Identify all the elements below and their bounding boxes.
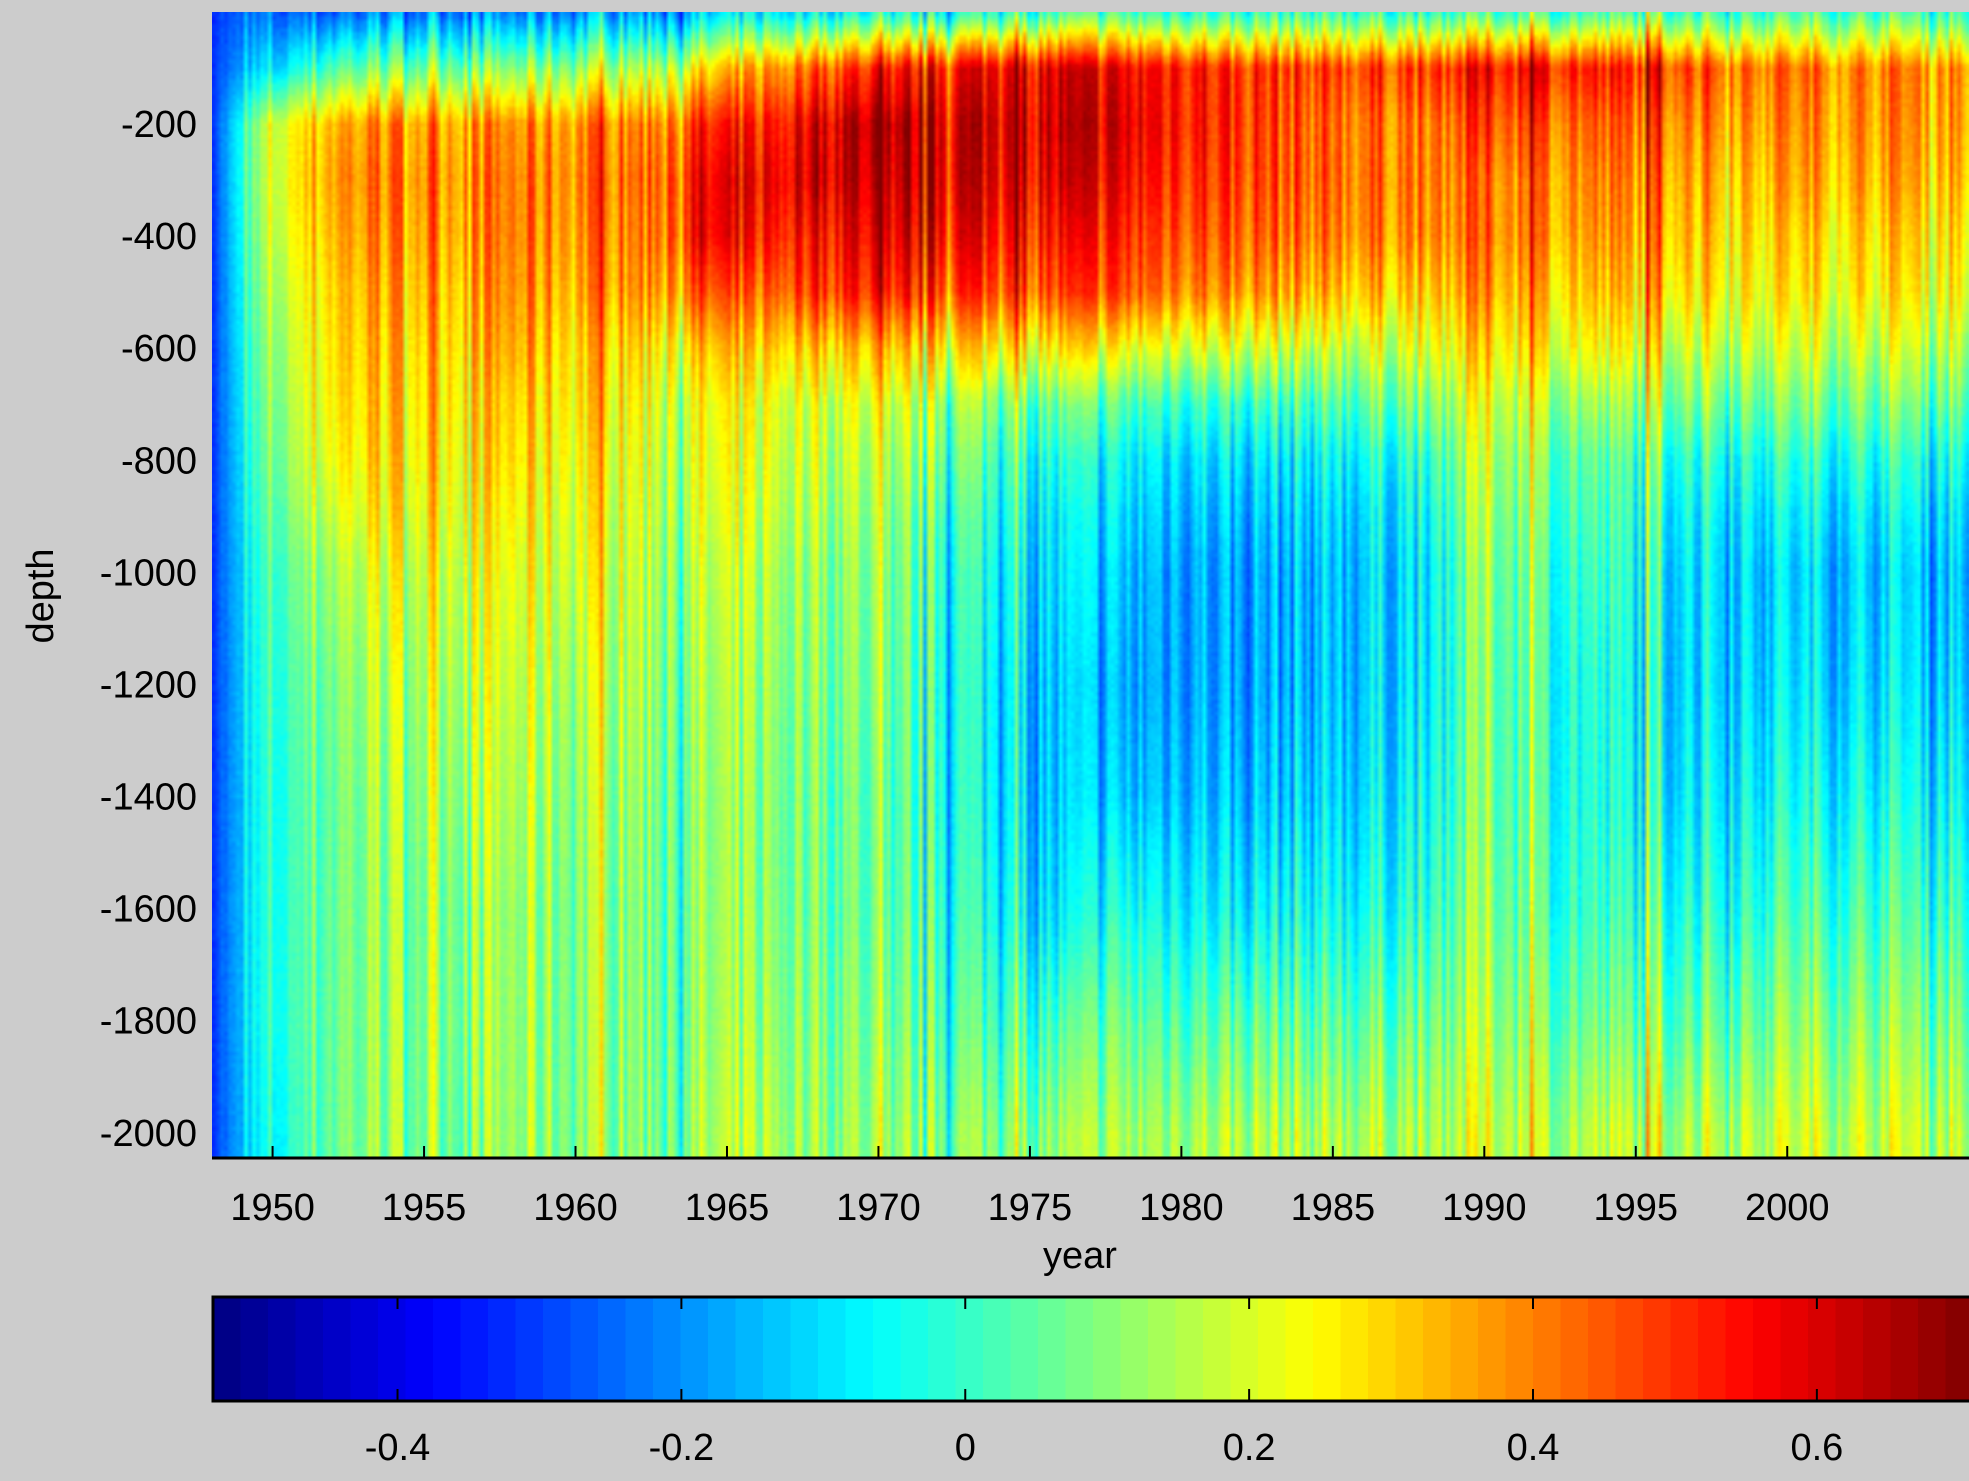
colorbar-swatch bbox=[818, 1297, 846, 1401]
colorbar-swatch bbox=[763, 1297, 791, 1401]
x-tick-label: 1955 bbox=[382, 1187, 467, 1229]
colorbar-tick-label: -0.4 bbox=[365, 1427, 430, 1469]
colorbar-swatch bbox=[1533, 1297, 1561, 1401]
colorbar-swatch bbox=[1176, 1297, 1204, 1401]
colorbar-swatch bbox=[1781, 1297, 1809, 1401]
y-tick-label: -400 bbox=[121, 216, 197, 258]
x-tick-label: 1975 bbox=[988, 1187, 1073, 1229]
colorbar-swatch bbox=[296, 1297, 324, 1401]
colorbar-swatch bbox=[956, 1297, 984, 1401]
colorbar-swatch bbox=[681, 1297, 709, 1401]
x-tick-label: 1970 bbox=[836, 1187, 921, 1229]
colorbar-tick-label: 0 bbox=[955, 1427, 976, 1469]
colorbar-tick-label: -0.2 bbox=[649, 1427, 714, 1469]
x-tick-label: 1960 bbox=[533, 1187, 618, 1229]
colorbar-swatch bbox=[1643, 1297, 1671, 1401]
colorbar-swatch bbox=[1038, 1297, 1066, 1401]
colorbar-swatch bbox=[1891, 1297, 1919, 1401]
colorbar-swatch bbox=[1726, 1297, 1754, 1401]
colorbar-swatch bbox=[1808, 1297, 1836, 1401]
colorbar-swatch bbox=[708, 1297, 736, 1401]
y-tick-label: -800 bbox=[121, 440, 197, 482]
colorbar-swatch bbox=[1753, 1297, 1781, 1401]
colorbar-swatch bbox=[791, 1297, 819, 1401]
plot-area: 1950 1955 1960 1965 1970 1975 1980 1985 1990 1995… bbox=[20, 12, 1969, 1277]
colorbar-blocks bbox=[213, 1297, 1969, 1401]
colorbar-swatch bbox=[1286, 1297, 1314, 1401]
x-tick-label: 1950 bbox=[230, 1187, 315, 1229]
colorbar-swatch bbox=[1396, 1297, 1424, 1401]
colorbar-swatch bbox=[351, 1297, 379, 1401]
colorbar-swatch bbox=[928, 1297, 956, 1401]
colorbar-swatch bbox=[378, 1297, 406, 1401]
colorbar-swatch bbox=[1011, 1297, 1039, 1401]
x-axis-label: year bbox=[1043, 1235, 1117, 1277]
colorbar-swatch bbox=[268, 1297, 296, 1401]
colorbar-swatch bbox=[1341, 1297, 1369, 1401]
x-tick-label: 1985 bbox=[1291, 1187, 1376, 1229]
colorbar-swatch bbox=[983, 1297, 1011, 1401]
colorbar-swatch bbox=[406, 1297, 434, 1401]
colorbar-swatch bbox=[873, 1297, 901, 1401]
colorbar-swatch bbox=[1368, 1297, 1396, 1401]
colorbar-swatch bbox=[1231, 1297, 1259, 1401]
colorbar-swatch bbox=[736, 1297, 764, 1401]
colorbar-swatch bbox=[461, 1297, 489, 1401]
colorbar-tick-label: 0.2 bbox=[1223, 1427, 1276, 1469]
colorbar-swatch bbox=[598, 1297, 626, 1401]
y-tick-label: -2000 bbox=[100, 1113, 197, 1155]
x-tick-label: 1980 bbox=[1139, 1187, 1224, 1229]
colorbar-swatch bbox=[1863, 1297, 1891, 1401]
colorbar-swatch bbox=[1836, 1297, 1864, 1401]
colorbar-swatch bbox=[1451, 1297, 1479, 1401]
colorbar-swatch bbox=[571, 1297, 599, 1401]
colorbar-swatch bbox=[901, 1297, 929, 1401]
colorbar-swatch bbox=[433, 1297, 461, 1401]
colorbar-tick-label: 0.4 bbox=[1507, 1427, 1560, 1469]
x-tick-label: 2000 bbox=[1745, 1187, 1830, 1229]
colorbar-swatch bbox=[1946, 1297, 1969, 1401]
colorbar-swatch bbox=[323, 1297, 351, 1401]
y-tick-label: -1000 bbox=[100, 552, 197, 594]
x-tick-label: 1965 bbox=[685, 1187, 770, 1229]
y-tick-label: -1600 bbox=[100, 889, 197, 931]
y-axis-label: depth bbox=[20, 548, 62, 643]
colorbar-swatch bbox=[516, 1297, 544, 1401]
heatmap-image bbox=[212, 12, 1969, 1158]
colorbar-swatch bbox=[1148, 1297, 1176, 1401]
colorbar-swatch bbox=[1616, 1297, 1644, 1401]
colorbar-swatch bbox=[1203, 1297, 1231, 1401]
colorbar-swatch bbox=[213, 1297, 241, 1401]
colorbar-swatch bbox=[1313, 1297, 1341, 1401]
colorbar-swatch bbox=[1066, 1297, 1094, 1401]
colorbar-swatch bbox=[1093, 1297, 1121, 1401]
colorbar-swatch bbox=[1561, 1297, 1589, 1401]
colorbar-swatch bbox=[543, 1297, 571, 1401]
colorbar-swatch bbox=[626, 1297, 654, 1401]
colorbar-swatch bbox=[1671, 1297, 1699, 1401]
x-tick-label: 1990 bbox=[1442, 1187, 1527, 1229]
colorbar-swatch bbox=[1698, 1297, 1726, 1401]
colorbar-swatch bbox=[1258, 1297, 1286, 1401]
y-tick-label: -1400 bbox=[100, 777, 197, 819]
colorbar-swatch bbox=[1121, 1297, 1149, 1401]
y-tick-label: -600 bbox=[121, 328, 197, 370]
colorbar-swatch bbox=[846, 1297, 874, 1401]
y-tick-label: -1800 bbox=[100, 1001, 197, 1043]
y-tick-label: -200 bbox=[121, 104, 197, 146]
colorbar-swatch bbox=[488, 1297, 516, 1401]
y-tick-label: -1200 bbox=[100, 664, 197, 706]
colorbar-swatch bbox=[653, 1297, 681, 1401]
x-tick-label: 1995 bbox=[1594, 1187, 1679, 1229]
colorbar-swatch bbox=[1506, 1297, 1534, 1401]
colorbar-swatch bbox=[1588, 1297, 1616, 1401]
colorbar-tick-label: 0.6 bbox=[1790, 1427, 1843, 1469]
colorbar-swatch bbox=[1918, 1297, 1946, 1401]
colorbar-swatch bbox=[241, 1297, 269, 1401]
colorbar-swatch bbox=[1423, 1297, 1451, 1401]
colorbar-swatch bbox=[1478, 1297, 1506, 1401]
